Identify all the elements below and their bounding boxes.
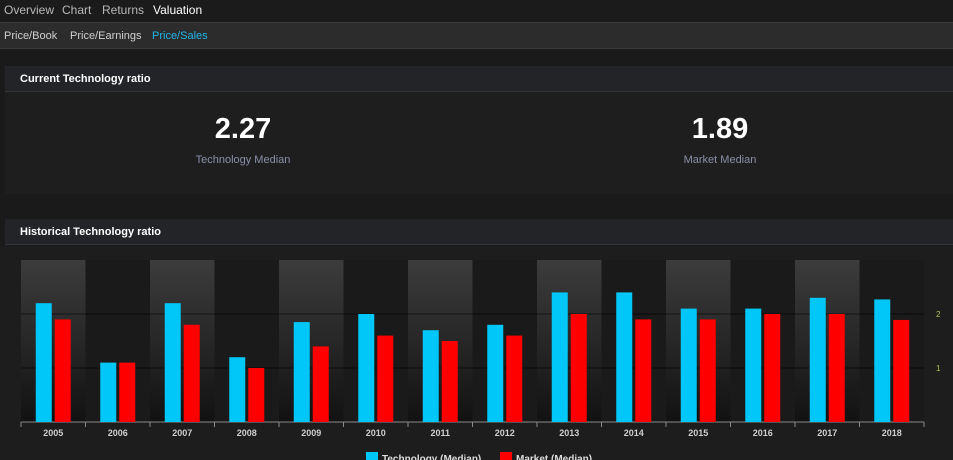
legend-market-swatch: [500, 452, 512, 460]
chart-column-band: [343, 260, 408, 422]
historical-ratio-header: Historical Technology ratio: [5, 219, 953, 245]
chart-x-tick-label: 2005: [43, 428, 63, 438]
technology-bar: [874, 299, 891, 422]
chart-column-band: [601, 260, 666, 422]
technology-bar: [293, 322, 310, 422]
market-bar: [312, 346, 329, 422]
market-bar: [893, 319, 910, 422]
chart-x-tick-label: 2006: [108, 428, 128, 438]
market-bar: [441, 341, 458, 422]
technology-bar: [35, 303, 52, 422]
current-ratio-title: Current Technology ratio: [20, 73, 151, 85]
sub-nav: Price/Book Price/Earnings Price/Sales: [0, 22, 953, 49]
chart-x-tick-label: 2018: [882, 428, 902, 438]
chart-column-band: [537, 260, 602, 422]
chart-column-band: [214, 260, 279, 422]
chart-x-tick-label: 2012: [495, 428, 515, 438]
subtab-price-book[interactable]: Price/Book: [4, 30, 58, 42]
legend-technology-label: Technology (Median): [382, 454, 481, 460]
chart-column-band: [21, 260, 86, 422]
current-ratio-panel: 2.27 Technology Median 1.89 Market Media…: [5, 92, 953, 194]
market-bar: [764, 314, 781, 422]
chart-column-band: [859, 260, 924, 422]
legend-market-label: Market (Median): [516, 454, 592, 460]
chart-x-tick-label: 2016: [753, 428, 773, 438]
tab-returns[interactable]: Returns: [102, 3, 145, 17]
technology-bar: [487, 324, 504, 422]
chart-x-tick-label: 2017: [817, 428, 837, 438]
chart-y-tick-label: 1: [936, 364, 941, 373]
technology-bar: [745, 308, 762, 422]
market-bar: [699, 319, 716, 422]
market-bar: [570, 314, 587, 422]
subtab-price-earnings[interactable]: Price/Earnings: [70, 30, 142, 42]
market-median-value: 1.89: [691, 113, 749, 145]
technology-median-value: 2.27: [214, 113, 272, 145]
chart-x-tick-label: 2009: [301, 428, 321, 438]
chart-x-tick-label: 2010: [366, 428, 386, 438]
chart-y-tick-label: 2: [936, 310, 941, 319]
chart-column-band: [408, 260, 473, 422]
market-bar: [377, 335, 394, 422]
chart-column-band: [85, 260, 150, 422]
technology-bar: [809, 297, 826, 422]
tab-valuation[interactable]: Valuation: [153, 3, 203, 17]
technology-bar: [422, 330, 439, 422]
market-bar: [248, 368, 265, 422]
market-median-label: Market Median: [683, 154, 757, 166]
chart-x-tick-label: 2011: [430, 428, 450, 438]
technology-bar: [616, 292, 633, 422]
technology-bar: [551, 292, 568, 422]
chart-x-tick-label: 2008: [237, 428, 257, 438]
chart-x-tick-label: 2013: [559, 428, 579, 438]
chart-x-tick-label: 2007: [172, 428, 192, 438]
market-bar: [119, 362, 136, 422]
technology-bar: [100, 362, 117, 422]
legend-technology-swatch: [366, 452, 378, 460]
current-ratio-header: Current Technology ratio: [5, 66, 953, 92]
historical-ratio-chart: 2005 2006 2007 2008 2009 2010 2011 2012 2013 2014…: [0, 246, 953, 460]
historical-ratio-title: Historical Technology ratio: [20, 226, 161, 238]
subtab-price-sales[interactable]: Price/Sales: [152, 30, 208, 42]
chart-column-band: [150, 260, 215, 422]
chart-x-tick-label: 2015: [688, 428, 708, 438]
market-bar: [506, 335, 523, 422]
market-bar: [635, 319, 652, 422]
tab-chart[interactable]: Chart: [62, 3, 92, 17]
chart-column-band: [730, 260, 795, 422]
technology-bar: [680, 308, 697, 422]
chart-column-band: [472, 260, 537, 422]
technology-bar: [164, 303, 181, 422]
market-bar: [828, 314, 845, 422]
technology-bar: [229, 357, 246, 422]
chart-column-band: [795, 260, 860, 422]
chart-column-band: [279, 260, 344, 422]
chart-column-band: [666, 260, 731, 422]
top-nav: Overview Chart Returns Valuation: [0, 0, 953, 22]
market-bar: [183, 324, 200, 422]
chart-x-tick-label: 2014: [624, 428, 644, 438]
technology-bar: [358, 314, 375, 422]
tab-overview[interactable]: Overview: [4, 3, 55, 17]
market-bar: [54, 319, 71, 422]
technology-median-label: Technology Median: [195, 154, 291, 166]
